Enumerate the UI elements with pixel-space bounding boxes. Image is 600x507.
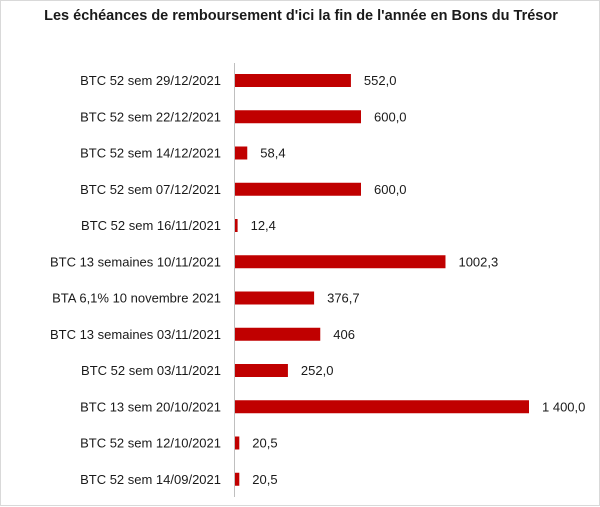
category-label: BTC 52 sem 22/12/2021 xyxy=(80,109,221,124)
category-label: BTC 13 semaines 10/11/2021 xyxy=(50,254,221,269)
bar xyxy=(235,472,240,486)
category-label: BTC 52 sem 03/11/2021 xyxy=(81,363,221,378)
bar xyxy=(235,110,361,124)
category-label: BTC 52 sem 14/09/2021 xyxy=(80,472,221,487)
bar xyxy=(235,400,529,414)
bar xyxy=(235,255,446,269)
data-label: 600,0 xyxy=(374,109,407,124)
bar xyxy=(235,291,315,305)
category-label: BTC 52 sem 14/12/2021 xyxy=(80,146,221,161)
category-label: BTC 52 sem 16/11/2021 xyxy=(81,218,221,233)
bar xyxy=(235,219,238,232)
bar xyxy=(235,146,248,160)
data-label: 12,4 xyxy=(251,218,276,233)
data-label: 552,0 xyxy=(364,73,397,88)
category-label: BTC 13 sem 20/10/2021 xyxy=(80,399,221,414)
bar xyxy=(235,182,361,196)
bar xyxy=(235,327,321,341)
chart-title: Les échéances de remboursement d'ici la … xyxy=(44,8,558,24)
data-label: 58,4 xyxy=(260,146,285,161)
bar xyxy=(235,436,240,450)
data-label: 20,5 xyxy=(252,472,277,487)
category-label: BTC 52 sem 07/12/2021 xyxy=(80,182,221,197)
bar xyxy=(235,74,351,87)
category-label: BTC 52 sem 29/12/2021 xyxy=(80,73,221,88)
category-label: BTA 6,1% 10 novembre 2021 xyxy=(52,291,221,306)
category-label: BTC 52 sem 12/10/2021 xyxy=(80,436,221,451)
data-label: 1 400,0 xyxy=(542,399,585,414)
data-label: 376,7 xyxy=(327,291,360,306)
data-label: 1002,3 xyxy=(458,254,498,269)
bar xyxy=(235,364,288,377)
category-label: BTC 13 semaines 03/11/2021 xyxy=(50,327,221,342)
data-label: 20,5 xyxy=(252,436,277,451)
data-label: 600,0 xyxy=(374,182,407,197)
data-label: 406 xyxy=(333,327,355,342)
data-label: 252,0 xyxy=(301,363,334,378)
